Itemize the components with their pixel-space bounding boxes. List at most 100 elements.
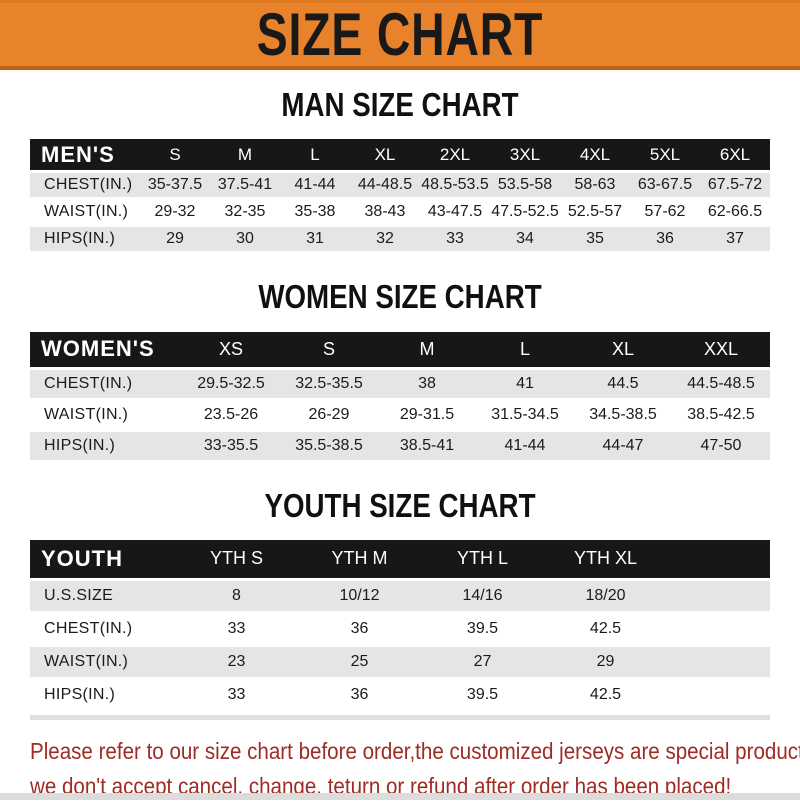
size-value-cell: 44-48.5: [350, 173, 420, 198]
filler-cell: [667, 646, 770, 677]
size-value-cell: 38-43: [350, 200, 420, 225]
size-value-cell: 39.5: [421, 613, 544, 644]
notice-line-1: Please refer to our size chart before or…: [30, 737, 800, 764]
mens-size-table: MEN'S S M L XL 2XL 3XL 4XL 5XL 6XL CHEST(IN.) 35-37…: [30, 136, 770, 254]
size-value-cell: 43-47.5: [420, 200, 490, 225]
size-value-cell: 25: [298, 646, 421, 677]
size-value-cell: 14/16: [421, 580, 544, 611]
table-row: U.S.SIZE 8 10/12 14/16 18/20: [30, 580, 770, 611]
table-label: MEN'S: [30, 139, 140, 171]
man-section-heading: MAN SIZE CHART: [281, 86, 519, 123]
size-value-cell: 35-38: [280, 200, 350, 225]
column-header: XL: [574, 331, 672, 367]
size-value-cell: 57-62: [630, 200, 700, 225]
women-size-section: WOMEN SIZE CHART WOMEN'S XS S M L XL XXL CHEST(…: [0, 278, 800, 463]
size-value-cell: 52.5-57: [560, 200, 630, 225]
size-value-cell: 36: [298, 613, 421, 644]
column-header: YTH M: [298, 539, 421, 578]
size-value-cell: 63-67.5: [630, 173, 700, 198]
column-header: 3XL: [490, 139, 560, 171]
size-value-cell: 47.5-52.5: [490, 200, 560, 225]
column-header: XXL: [672, 331, 770, 367]
size-value-cell: 41: [476, 369, 574, 398]
size-value-cell: 44.5: [574, 369, 672, 398]
column-header: XL: [350, 139, 420, 171]
filler-cell: [667, 679, 770, 710]
size-value-cell: 27: [421, 646, 544, 677]
column-header: 4XL: [560, 139, 630, 171]
table-bottom-rule: [30, 714, 770, 720]
row-label: U.S.SIZE: [30, 580, 175, 611]
row-label: CHEST(IN.): [30, 369, 182, 398]
row-label: HIPS(IN.): [30, 227, 140, 252]
row-label: WAIST(IN.): [30, 200, 140, 225]
size-value-cell: 31.5-34.5: [476, 400, 574, 429]
size-value-cell: 39.5: [421, 679, 544, 710]
size-value-cell: 23.5-26: [182, 400, 280, 429]
table-row: CHEST(IN.) 35-37.5 37.5-41 41-44 44-48.5 48.5…: [30, 173, 770, 198]
size-value-cell: 33: [420, 227, 490, 252]
size-value-cell: 10/12: [298, 580, 421, 611]
table-row: WAIST(IN.) 23.5-26 26-29 29-31.5 31.5-34.5 34…: [30, 400, 770, 429]
table-row: CHEST(IN.) 33 36 39.5 42.5: [30, 613, 770, 644]
column-header: M: [378, 331, 476, 367]
womens-size-table: WOMEN'S XS S M L XL XXL CHEST(IN.) 29.5-32.5 32.5…: [30, 329, 770, 463]
size-value-cell: 29.5-32.5: [182, 369, 280, 398]
size-value-cell: 48.5-53.5: [420, 173, 490, 198]
column-header: YTH S: [175, 539, 298, 578]
size-value-cell: 36: [630, 227, 700, 252]
size-value-cell: 37.5-41: [210, 173, 280, 198]
page-title: SIZE CHART: [256, 0, 544, 68]
table-header-row: MEN'S S M L XL 2XL 3XL 4XL 5XL 6XL: [30, 139, 770, 171]
size-value-cell: 41-44: [280, 173, 350, 198]
table-row: HIPS(IN.) 33-35.5 35.5-38.5 38.5-41 41-44 44-…: [30, 431, 770, 460]
size-value-cell: 38.5-42.5: [672, 400, 770, 429]
row-label: HIPS(IN.): [30, 679, 175, 710]
size-value-cell: 29-31.5: [378, 400, 476, 429]
size-value-cell: 29: [544, 646, 667, 677]
size-value-cell: 37: [700, 227, 770, 252]
table-row: WAIST(IN.) 23 25 27 29: [30, 646, 770, 677]
table-header-row: WOMEN'S XS S M L XL XXL: [30, 331, 770, 367]
size-value-cell: 35: [560, 227, 630, 252]
column-header: L: [280, 139, 350, 171]
table-row: CHEST(IN.) 29.5-32.5 32.5-35.5 38 41 44.5 44.5…: [30, 369, 770, 398]
size-value-cell: 38.5-41: [378, 431, 476, 460]
size-value-cell: 67.5-72: [700, 173, 770, 198]
column-header: 2XL: [420, 139, 490, 171]
column-header: S: [280, 331, 378, 367]
size-value-cell: 44-47: [574, 431, 672, 460]
filler-header-cell: [667, 539, 770, 578]
size-value-cell: 32.5-35.5: [280, 369, 378, 398]
column-header: M: [210, 139, 280, 171]
column-header: 6XL: [700, 139, 770, 171]
column-header: XS: [182, 331, 280, 367]
youth-section-heading: YOUTH SIZE CHART: [264, 486, 536, 524]
size-value-cell: 42.5: [544, 613, 667, 644]
size-value-cell: 34.5-38.5: [574, 400, 672, 429]
size-value-cell: 18/20: [544, 580, 667, 611]
table-row: HIPS(IN.) 33 36 39.5 42.5: [30, 679, 770, 710]
banner: SIZE CHART: [0, 0, 800, 70]
size-value-cell: 33-35.5: [182, 431, 280, 460]
size-value-cell: 38: [378, 369, 476, 398]
order-notice: Please refer to our size chart before or…: [30, 736, 800, 802]
column-header: L: [476, 331, 574, 367]
size-value-cell: 42.5: [544, 679, 667, 710]
filler-cell: [667, 580, 770, 611]
size-value-cell: 26-29: [280, 400, 378, 429]
row-label: WAIST(IN.): [30, 400, 182, 429]
size-value-cell: 29: [140, 227, 210, 252]
table-header-row: YOUTH YTH S YTH M YTH L YTH XL: [30, 539, 770, 578]
column-header: 5XL: [630, 139, 700, 171]
size-value-cell: 8: [175, 580, 298, 611]
row-label: HIPS(IN.): [30, 431, 182, 460]
filler-cell: [667, 613, 770, 644]
table-label: YOUTH: [30, 539, 175, 578]
size-value-cell: 47-50: [672, 431, 770, 460]
size-value-cell: 32-35: [210, 200, 280, 225]
size-value-cell: 62-66.5: [700, 200, 770, 225]
size-value-cell: 35.5-38.5: [280, 431, 378, 460]
size-value-cell: 34: [490, 227, 560, 252]
